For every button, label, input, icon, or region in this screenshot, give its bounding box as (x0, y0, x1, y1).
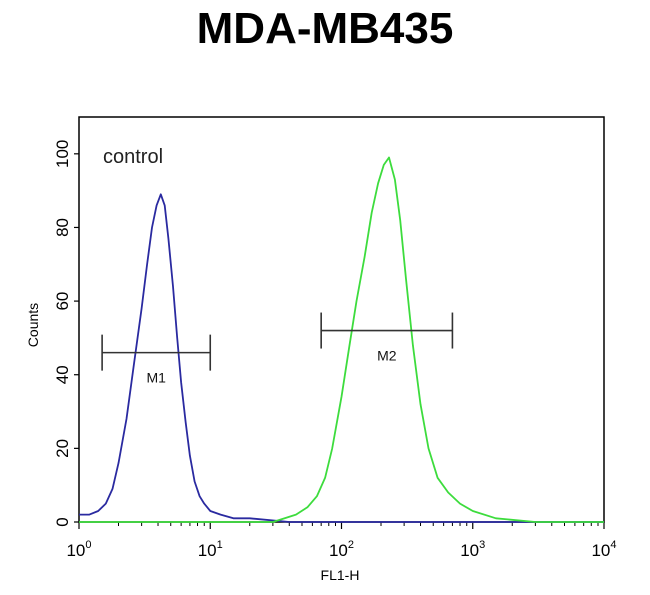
annotation-text: control (103, 146, 163, 168)
series-layer (79, 156, 604, 523)
marker-m1: M1 (101, 334, 212, 386)
x-tick-label: 103 (460, 539, 485, 560)
x-tick-label: 102 (329, 539, 354, 560)
y-tick-label: 20 (53, 439, 72, 458)
marker-label: M2 (377, 348, 397, 364)
y-axis: 0 20 40 60 80 100 (53, 140, 79, 527)
y-tick-label: 80 (53, 218, 72, 237)
plot-frame (78, 116, 605, 523)
chart-title: MDA-MB435 (196, 4, 454, 53)
x-tick-label: 104 (591, 539, 616, 560)
y-axis-label: Counts (25, 303, 41, 347)
y-tick-label: 40 (53, 365, 72, 384)
marker-m2: M2 (320, 312, 454, 364)
gate-markers: M1 M2 (101, 312, 454, 386)
series-line-1 (79, 193, 604, 523)
x-tick-label: 101 (198, 539, 223, 560)
x-tick-label: 100 (66, 539, 91, 560)
x-axis-label: FL1-H (321, 567, 360, 583)
series-line-2 (79, 156, 604, 523)
y-tick-label: 0 (53, 517, 72, 526)
x-axis: 100 101 102 103 104 (66, 522, 617, 560)
marker-label: M1 (146, 370, 166, 386)
y-tick-label: 100 (53, 140, 72, 168)
y-tick-label: 60 (53, 292, 72, 311)
